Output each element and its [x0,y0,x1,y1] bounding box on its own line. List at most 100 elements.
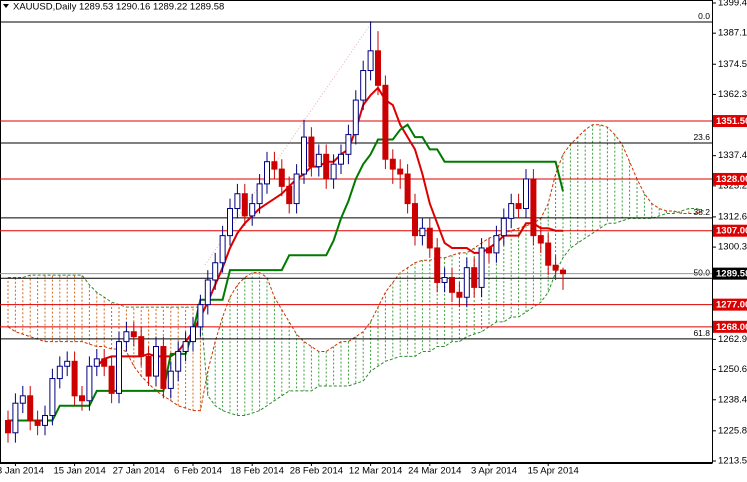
candle-body [249,203,256,217]
candle-body [286,185,293,205]
candle-body [49,378,56,417]
candle-body [523,178,529,210]
x-tick-label: 15 Apr 2014 [528,466,579,477]
candle-body [426,227,433,249]
candle-body [545,242,552,266]
chart-title: XAUUSD,Daily 1289.53 1290.16 1289.22 128… [13,2,224,13]
candle-body [56,365,63,380]
candle-body [153,346,159,377]
candle-body [308,136,315,168]
candle-body [138,336,145,357]
candle-body [108,365,115,394]
candle-body [219,235,226,264]
x-tick-label: 3 Apr 2014 [471,466,517,477]
y-tick-label: 1312.60 [718,211,747,222]
price-box [713,267,747,280]
candle-body [552,264,559,271]
candle-body [175,350,182,372]
cloud-span-a [7,124,704,412]
plot-layer: 0.0 23.6 38.2 50.0 61.8 [0,11,712,443]
y-tick-label: 1337.45 [718,150,747,161]
candle-body [101,358,108,367]
candle-body [130,331,137,338]
candle-body [145,355,152,377]
candle-body [160,346,167,389]
x-tick-label: 12 Mar 2014 [349,466,402,477]
price-box [713,224,747,237]
price-box-label: 1289.58 [716,269,747,280]
candle-body [500,217,507,237]
candle-body [204,279,211,306]
candle-body [227,208,233,237]
x-tick-label: 28 Feb 2014 [290,466,343,477]
candle-body [537,235,544,244]
candle-body [515,203,522,210]
price-box-label: 1351.50 [716,116,747,127]
candle-body [116,341,122,394]
candle-body [530,178,537,237]
x-tick-label: 15 Jan 2014 [53,466,105,477]
candle-body [42,415,48,426]
candle-body [27,395,34,421]
plot-frame [0,0,713,463]
candle-body [456,291,463,298]
candle-body [293,173,300,205]
candle-body [323,153,330,180]
candle-body [278,168,285,187]
candle-body [434,247,441,283]
candle-body [5,419,11,434]
y-tick-label: 1374.55 [718,59,747,70]
y-tick-label: 1213.55 [718,456,747,467]
candle-body [79,395,85,402]
price-box [713,320,747,333]
candle-body [508,203,515,219]
candle-body [71,360,78,397]
y-tick-label: 1387.15 [718,28,747,39]
indicator-line [8,123,564,422]
candle-body [375,50,381,86]
candle-body [93,358,100,367]
candle-body [345,134,352,155]
y-tick-label: 1250.65 [718,364,747,375]
candle-body [412,203,418,237]
candle-body [234,193,241,210]
candle-body [389,158,396,170]
candle-body [441,277,448,283]
candle-body [360,70,367,101]
candle-body [471,267,478,288]
candle-body [463,267,470,298]
y-tick-label: 1399.40 [718,0,747,9]
candle-body [397,168,404,175]
candle-body [560,269,566,275]
y-tick-label: 1362.30 [718,89,747,100]
y-tick-label: 1238.40 [718,394,747,405]
price-box-label: 1307.00 [716,226,747,237]
candle-body [167,370,174,389]
x-tick-label: 6 Feb 2014 [174,466,222,477]
price-box [713,298,747,311]
fib-label: 61.8 [693,328,710,338]
candle-body [315,153,322,168]
x-tick-label: 18 Feb 2014 [231,466,284,477]
candle-body [123,331,130,343]
x-tick-label: 24 Mar 2014 [408,466,461,477]
candle-body [486,247,492,254]
candle-body [190,326,196,343]
fib-label: 38.2 [693,207,710,217]
price-box [713,115,747,128]
y-tick-label: 1225.80 [718,425,747,436]
candle-body [367,50,374,72]
candle-body [271,161,278,170]
fib-label: 0.0 [698,11,710,21]
menu-arrow [3,4,9,8]
candle-body [419,227,426,237]
candle-body [19,395,26,404]
price-box-label: 1268.00 [716,322,747,333]
candle-body [182,341,189,352]
candle-body [330,163,337,180]
candle-body [86,365,93,402]
y-tick-label: 1300.35 [718,242,747,253]
candle-body [449,277,455,293]
candle-body [12,402,19,434]
